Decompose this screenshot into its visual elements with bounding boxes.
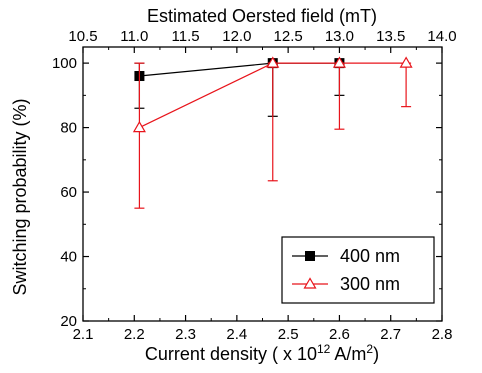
data-point — [332, 56, 346, 68]
y-tick-label: 80 — [60, 120, 77, 137]
x-tick-label: 2.8 — [432, 326, 453, 343]
x2-tick-label: 13.0 — [325, 28, 354, 45]
x-tick-label: 2.7 — [380, 326, 401, 343]
legend-label: 300 nm — [340, 274, 400, 294]
x-tick-label: 2.4 — [226, 326, 247, 343]
legend-box — [281, 236, 435, 304]
axes-layer: 2.1 2.2 2.3 2.4 2.5 2.6 2.7 2.8 10.5 11.0 11.5 12.0… — [52, 28, 457, 343]
series-line — [139, 62, 340, 77]
y-tick-label: 60 — [60, 184, 77, 201]
series-layer — [132, 56, 413, 209]
x-tick-label: 2.5 — [278, 326, 299, 343]
x2-tick-label: 10.5 — [68, 28, 97, 45]
legend-marker — [303, 277, 317, 289]
data-point — [132, 120, 146, 133]
x2-tick-label: 14.0 — [427, 28, 456, 45]
bottom-axis-title-suffix: ) — [373, 344, 379, 364]
legend: 400 nm 300 nm — [281, 236, 435, 304]
x2-tick-label: 11.5 — [172, 28, 200, 45]
series-line — [139, 62, 407, 129]
top-axis-title: Estimated Oersted field (mT) — [147, 6, 377, 26]
bottom-axis-title-exponent: 12 — [317, 342, 331, 356]
x2-tick-label: 13.5 — [376, 28, 405, 45]
x2-tick-label: 11.0 — [120, 28, 148, 45]
legend-label: 400 nm — [340, 246, 400, 266]
data-point — [266, 56, 280, 68]
x-tick-label: 2.3 — [175, 326, 196, 343]
x2-tick-label: 12.5 — [274, 28, 303, 45]
y-tick-label: 40 — [60, 249, 77, 266]
y-axis-title: Switching probability (%) — [10, 98, 30, 295]
series-300-nm — [132, 56, 413, 209]
bottom-axis-title-unit-exponent: 2 — [366, 342, 373, 356]
x2-tick-label: 12.0 — [222, 28, 251, 45]
y-tick-label: 20 — [60, 313, 77, 330]
x-tick-label: 2.2 — [124, 326, 145, 343]
bottom-axis-title-prefix: Current density ( x 10 — [145, 344, 317, 364]
series-400-nm — [134, 58, 345, 117]
bottom-axis-title: Current density ( x 1012 A/m2) — [145, 342, 379, 364]
x-tick-label: 2.6 — [329, 326, 350, 343]
y-tick-label: 100 — [52, 55, 77, 72]
legend-marker — [305, 251, 315, 261]
x-tick-label: 2.1 — [73, 326, 94, 343]
bottom-axis-title-unit: A/m — [330, 344, 366, 364]
data-point — [399, 56, 413, 68]
